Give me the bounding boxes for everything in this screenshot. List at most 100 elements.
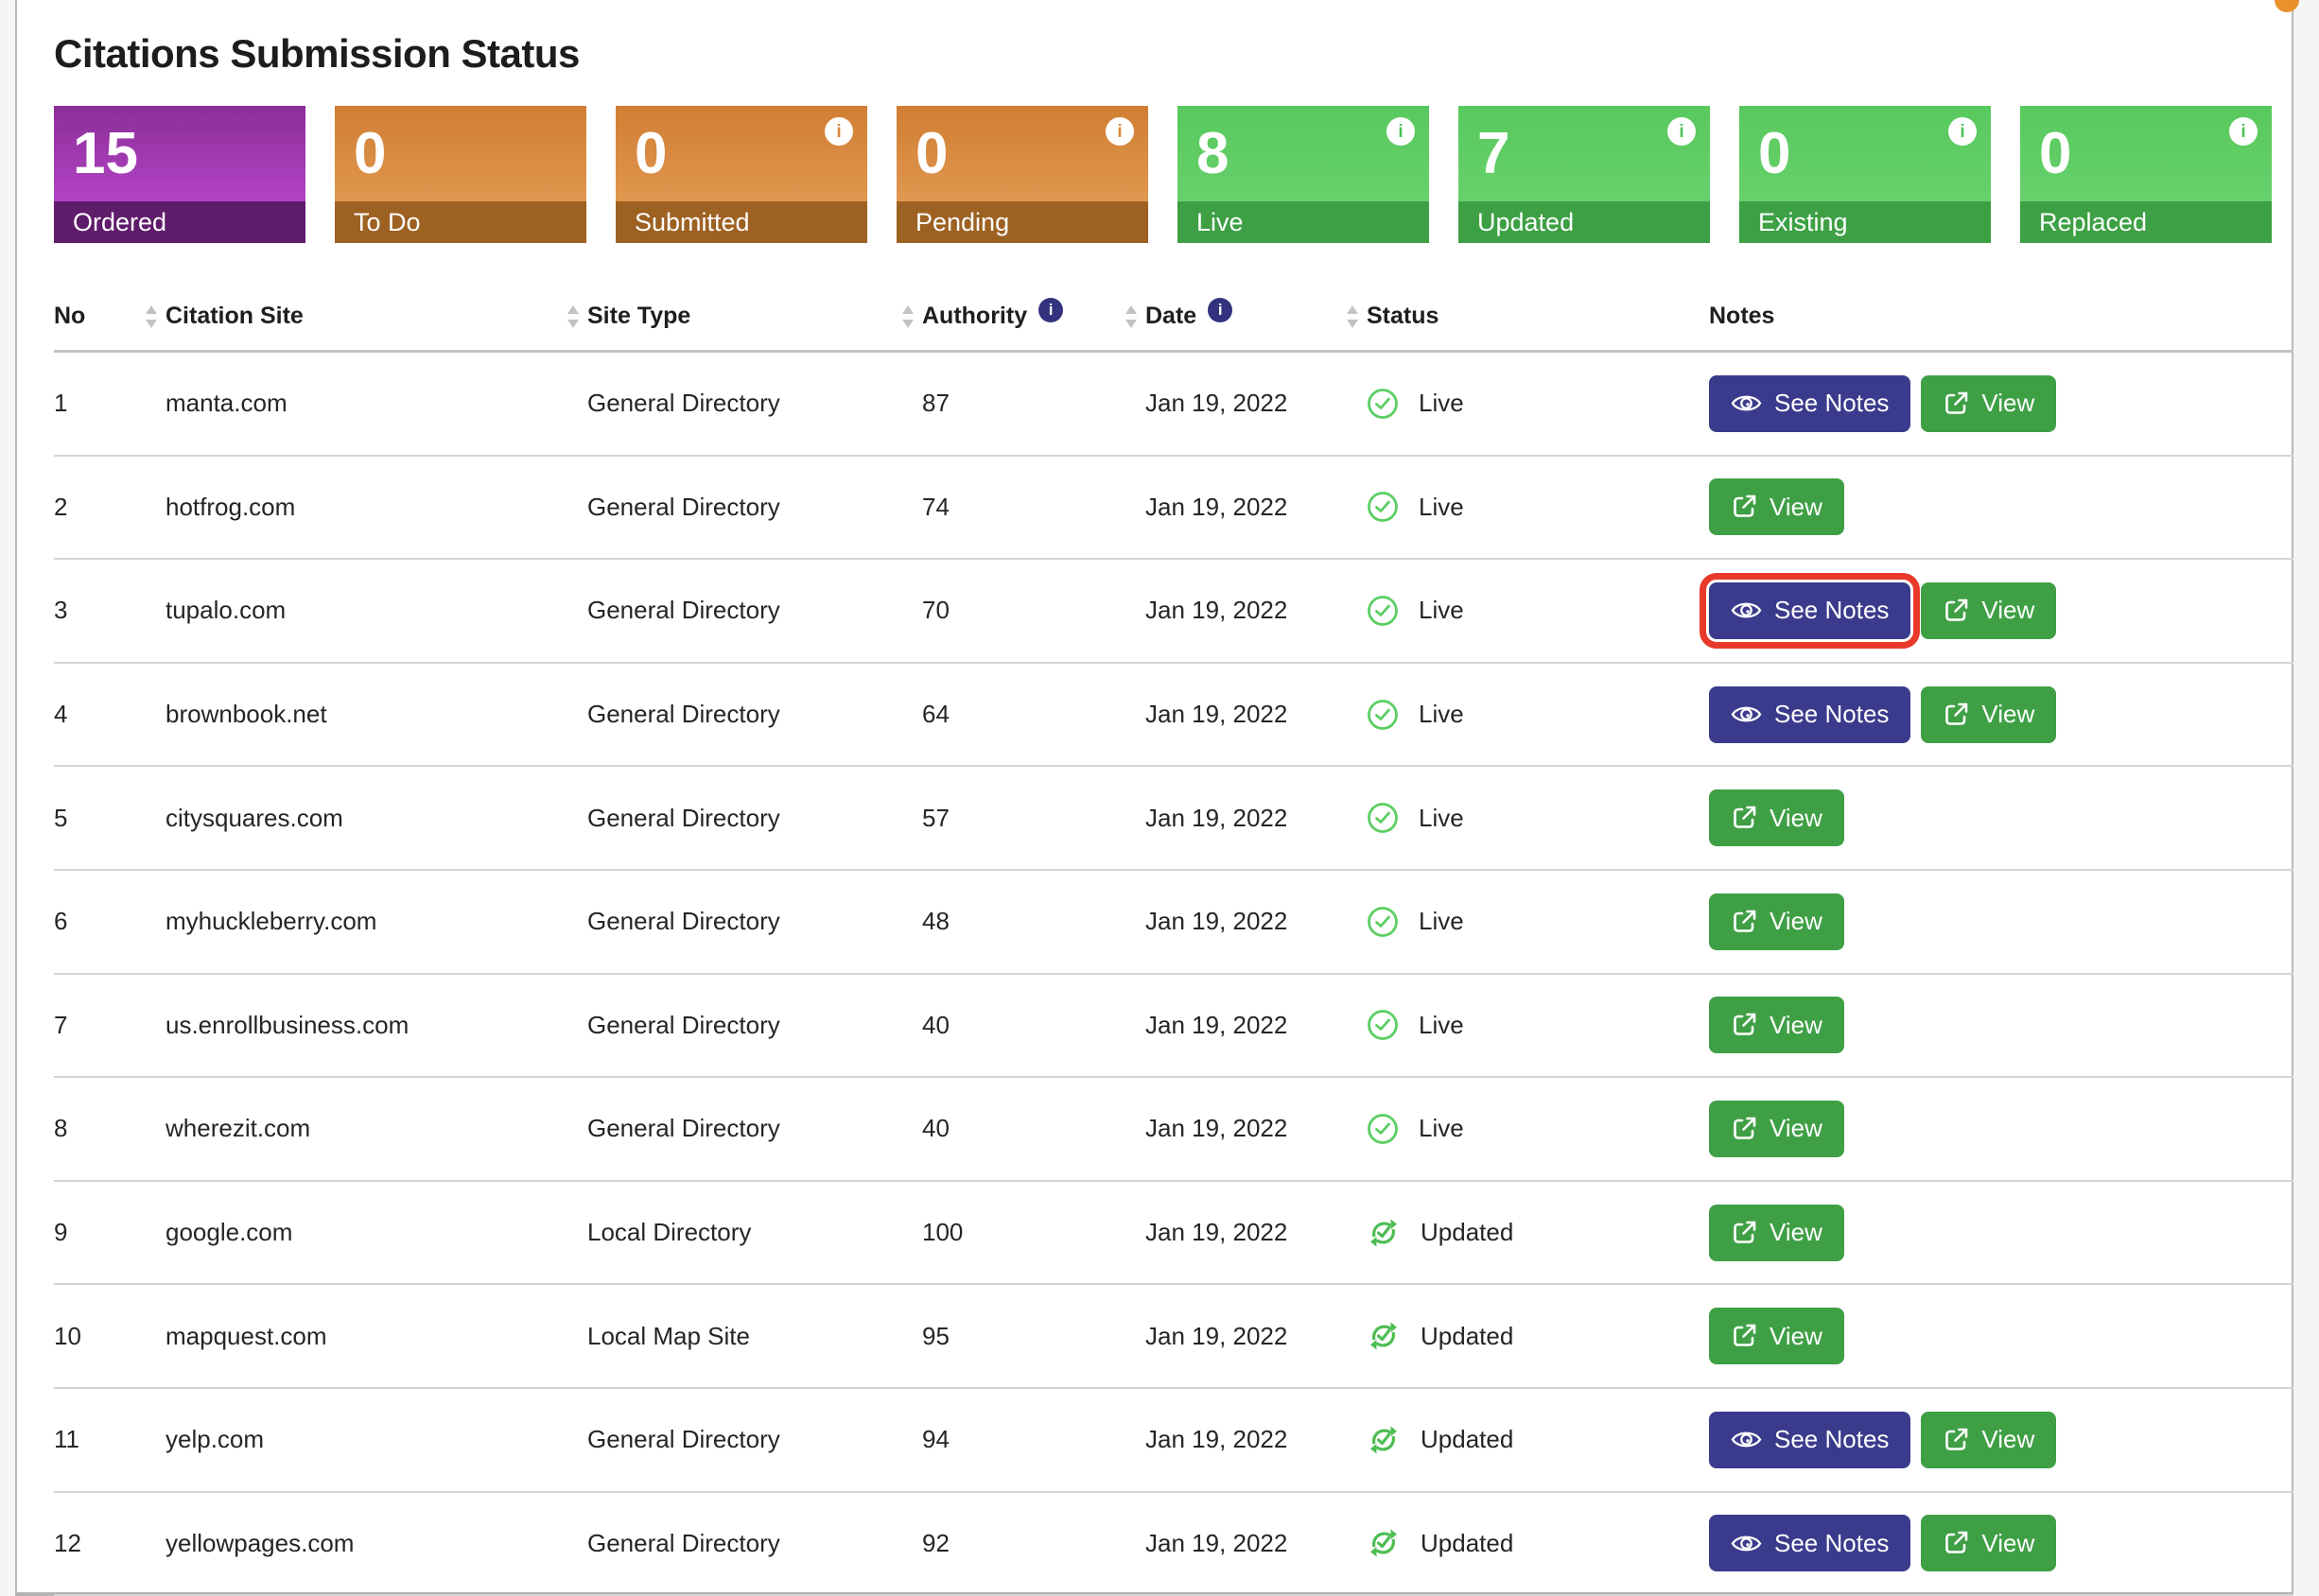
cell-status: Live [1346, 595, 1709, 627]
column-header-citation-site[interactable]: Citation Site [145, 303, 567, 330]
card-value: 0 [2039, 120, 2072, 186]
column-label: Status [1367, 303, 1439, 329]
date-info-icon[interactable]: i [1208, 297, 1233, 322]
sync-check-icon [1370, 1219, 1397, 1247]
cell-citation-site: us.enrollbusiness.com [166, 1010, 410, 1039]
cell-no: 2 [54, 492, 68, 521]
cell-date: Jan 19, 2022 [1145, 596, 1288, 625]
view-button[interactable]: View [1709, 789, 1844, 847]
cell-notes: View [1709, 478, 2293, 536]
cell-date: Jan 19, 2022 [1145, 1528, 1288, 1557]
summary-card-live: 8 i Live [1177, 106, 1429, 243]
notification-dot [2275, 0, 2299, 12]
sort-icon [1125, 304, 1137, 328]
see-notes-button[interactable]: See Notes [1709, 1411, 1911, 1468]
sort-icon [567, 304, 579, 328]
column-header-site-type[interactable]: Site Type [567, 303, 901, 330]
view-button[interactable]: View [1921, 1411, 2057, 1468]
status-label: Live [1419, 389, 1464, 418]
sort-icon [146, 304, 157, 328]
external-link-icon [1945, 1428, 1968, 1450]
cell-citation-site: hotfrog.com [166, 492, 296, 521]
column-label: Notes [1709, 303, 1775, 329]
column-label: Site Type [587, 303, 691, 329]
page-title: Citations Submission Status [54, 31, 580, 76]
cell-date: Jan 19, 2022 [1145, 1114, 1288, 1143]
cell-date: Jan 19, 2022 [1145, 1321, 1288, 1350]
authority-info-icon[interactable]: i [1038, 297, 1064, 322]
view-button[interactable]: View [1921, 581, 2057, 639]
check-circle-icon [1368, 803, 1398, 834]
cell-citation-site: citysquares.com [166, 803, 343, 832]
column-label: Date [1145, 303, 1197, 329]
cell-site-type: General Directory [587, 1425, 780, 1454]
cell-notes: See Notes View [1709, 1411, 2293, 1468]
cell-status: Live [1346, 1009, 1709, 1041]
cell-no: 8 [54, 1114, 68, 1143]
cell-site-type: Local Map Site [587, 1321, 750, 1350]
view-button[interactable]: View [1921, 685, 2057, 743]
view-button[interactable]: View [1709, 893, 1844, 950]
summary-card-submitted: 0 i Submitted [616, 106, 867, 243]
external-link-icon [1734, 1014, 1756, 1036]
table-row: 8 wherezit.com General Directory 40 Jan 19, … [54, 1078, 2293, 1182]
cell-date: Jan 19, 2022 [1145, 803, 1288, 832]
table-row: 9 google.com Local Directory 100 Jan 19, 202… [54, 1182, 2293, 1286]
cell-no: 11 [54, 1425, 79, 1454]
view-button[interactable]: View [1709, 997, 1844, 1054]
view-button[interactable]: View [1709, 478, 1844, 536]
cell-notes: See Notes View [1709, 374, 2293, 432]
external-link-icon [1734, 1221, 1756, 1243]
cell-authority: 57 [922, 803, 950, 832]
view-button[interactable]: View [1921, 374, 2057, 432]
see-notes-button[interactable]: See Notes [1709, 685, 1911, 743]
see-notes-button[interactable]: See Notes [1709, 1515, 1911, 1572]
eye-icon [1731, 1431, 1762, 1448]
info-icon[interactable]: i [2229, 117, 2258, 146]
column-header-authority[interactable]: Authority i [901, 297, 1125, 330]
cell-no: 1 [54, 389, 68, 418]
card-label: Live [1177, 201, 1429, 243]
cell-status: Live [1346, 802, 1709, 834]
sync-check-icon [1370, 1529, 1397, 1557]
column-header-date[interactable]: Date i [1125, 297, 1346, 330]
column-header-status[interactable]: Status [1346, 303, 1709, 330]
card-label: Pending [897, 201, 1148, 243]
cell-notes: View [1709, 997, 2293, 1054]
summary-cards: 15 Ordered 0 To Do 0 i Submitted 0 i Pending 8 i Liv… [54, 106, 2292, 243]
see-notes-button[interactable]: See Notes [1699, 572, 1921, 649]
info-icon[interactable]: i [1106, 117, 1134, 146]
view-button[interactable]: View [1709, 1204, 1844, 1261]
table-row: 2 hotfrog.com General Directory 74 Jan 19, 2… [54, 457, 2293, 561]
cell-status: Updated [1346, 1319, 1709, 1353]
info-icon[interactable]: i [825, 117, 853, 146]
column-label: Citation Site [166, 303, 304, 329]
cell-citation-site: google.com [166, 1218, 293, 1247]
card-label: Submitted [616, 201, 867, 243]
check-circle-icon [1368, 388, 1398, 419]
cell-date: Jan 19, 2022 [1145, 1010, 1288, 1039]
column-header-notes: Notes [1709, 303, 2293, 330]
view-button[interactable]: View [1709, 1100, 1844, 1157]
cell-status: Live [1346, 1113, 1709, 1145]
external-link-icon [1734, 806, 1756, 828]
card-value: 8 [1196, 120, 1229, 186]
info-icon[interactable]: i [1948, 117, 1977, 146]
status-label: Live [1419, 1010, 1464, 1039]
view-button[interactable]: View [1709, 1308, 1844, 1365]
info-icon[interactable]: i [1667, 117, 1696, 146]
see-notes-button[interactable]: See Notes [1709, 374, 1911, 432]
view-button[interactable]: View [1921, 1515, 2057, 1572]
info-icon[interactable]: i [1386, 117, 1415, 146]
cell-no: 10 [54, 1321, 81, 1350]
card-label: To Do [335, 201, 586, 243]
table-row: 3 tupalo.com General Directory 70 Jan 19, 20… [54, 560, 2293, 664]
cell-site-type: General Directory [587, 1528, 780, 1557]
table-header: No Citation Site Site Type Authority i Date i S… [54, 283, 2293, 353]
cell-status: Live [1346, 388, 1709, 420]
cell-site-type: General Directory [587, 803, 780, 832]
summary-card-existing: 0 i Existing [1739, 106, 1991, 243]
table-row: 1 manta.com General Directory 87 Jan 19, 202… [54, 353, 2293, 457]
